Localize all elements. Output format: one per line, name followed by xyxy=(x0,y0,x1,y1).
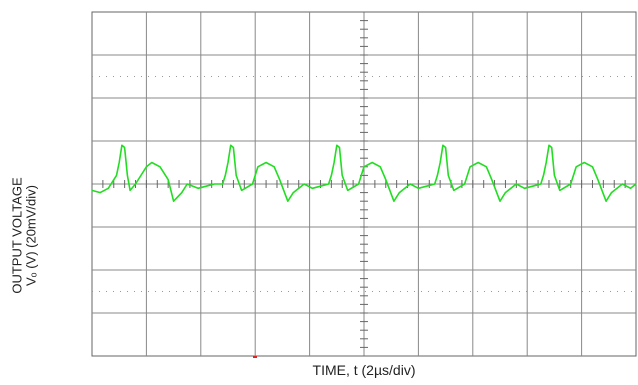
waveform-trace xyxy=(91,144,637,202)
trace-layer xyxy=(91,144,637,202)
x-axis-label: TIME, t (2µs/div) xyxy=(312,362,416,378)
y-axis-label-line2: Vₒ (V) (20mV/div) xyxy=(23,185,39,286)
graticule xyxy=(91,11,637,357)
y-axis-label-line1: OUTPUT VOLTAGE xyxy=(9,177,25,294)
trigger-marker xyxy=(253,356,257,358)
